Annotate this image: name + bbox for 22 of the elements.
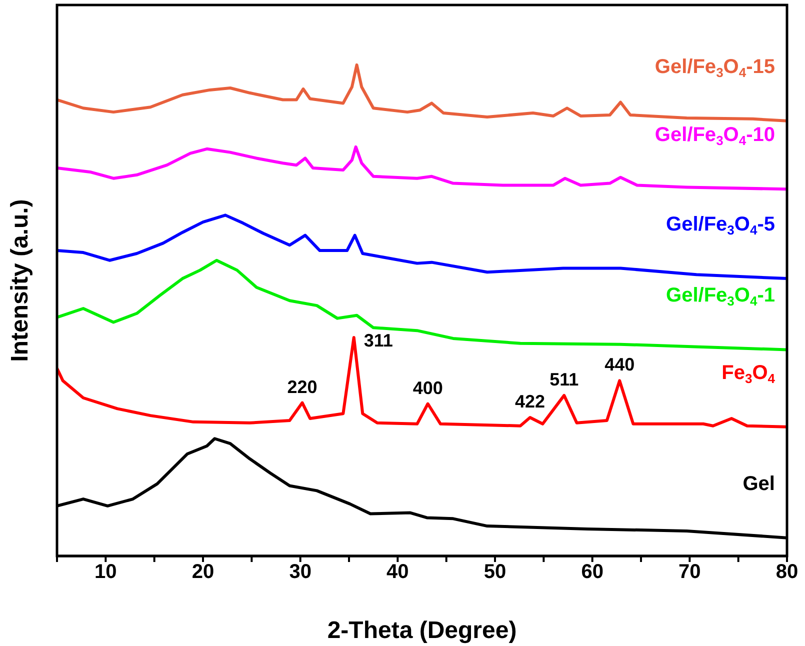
annotation: 311 [364,330,393,350]
x-tick-label: 20 [192,561,214,584]
series-label: Gel/Fe$_{3}$O$_{4}$-15 [654,56,775,80]
x-tick-label: 50 [484,561,506,584]
annotation: 422 [515,392,546,412]
series-label: Gel [742,472,775,495]
x-tick-label: 30 [289,561,312,584]
x-tick-label: 40 [386,561,409,584]
series-label: Gel/Fe$_{3}$O$_{4}$-5 [666,214,775,238]
y-axis-title: Intensity (a.u.) [6,199,34,362]
annotation: 220 [287,376,318,397]
x-tick-label: 80 [776,561,798,584]
annotation: 511 [550,369,579,390]
annotation: 440 [604,354,635,375]
series-label: Gel/Fe$_{3}$O$_{4}$-1 [666,284,775,309]
x-tick-label: 70 [678,561,701,584]
x-axis-title: 2-Theta (Degree) [327,617,517,644]
x-tick-label: 60 [581,561,604,584]
series-label: Fe$_{3}$O$_{4}$ [722,362,776,386]
annotation: 400 [412,378,443,398]
x-tick-label: 10 [94,561,117,584]
series-label: Gel/Fe$_{3}$O$_{4}$-10 [654,124,775,148]
